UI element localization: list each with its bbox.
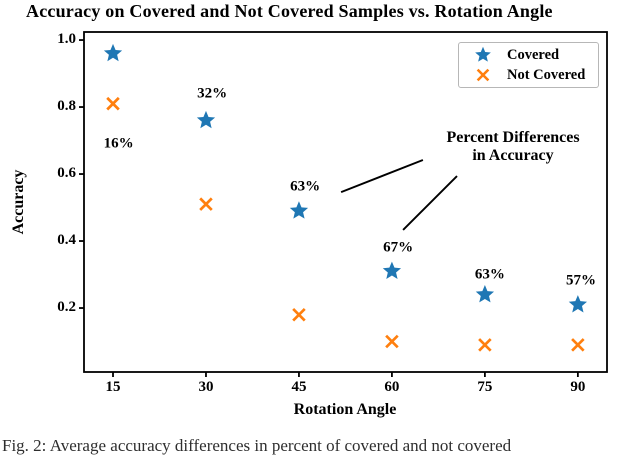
y-tick-label: 1.0	[57, 31, 76, 48]
percent-difference-label: 63%	[474, 266, 505, 283]
annotation-text: Percent Differences in Accuracy	[446, 129, 579, 165]
legend-item-covered: Covered	[459, 45, 598, 65]
y-tick-label: 0.8	[57, 98, 76, 115]
star-icon	[468, 46, 498, 64]
y-tick-label: 0.6	[57, 165, 76, 182]
percent-difference-label: 32%	[197, 85, 228, 102]
not-covered-data-point	[478, 338, 492, 352]
legend: Covered Not Covered	[458, 42, 599, 88]
covered-data-point	[475, 285, 495, 303]
x-tick-label: 60	[384, 379, 400, 395]
x-tick-label: 30	[198, 379, 214, 395]
percent-difference-label: 57%	[565, 272, 596, 289]
covered-data-point	[103, 43, 123, 62]
y-axis-label: Accuracy	[10, 169, 27, 235]
percent-difference-label: 16%	[103, 135, 134, 152]
not-covered-data-point	[106, 96, 120, 111]
y-tick-label: 0.4	[57, 232, 76, 249]
covered-data-point	[382, 261, 402, 279]
percent-difference-label: 63%	[290, 178, 321, 195]
legend-label-not-covered: Not Covered	[507, 66, 586, 83]
annotation-pointer-line	[340, 159, 424, 194]
not-covered-data-point	[199, 197, 213, 211]
not-covered-data-point	[385, 334, 399, 349]
x-axis-label: Rotation Angle	[293, 401, 397, 418]
not-covered-data-point	[571, 338, 585, 352]
chart-title: Accuracy on Covered and Not Covered Samp…	[26, 1, 553, 21]
legend-label-covered: Covered	[507, 46, 560, 63]
annotation-line-2: in Accuracy	[472, 147, 554, 164]
covered-data-point	[196, 110, 216, 129]
covered-data-point	[289, 201, 309, 219]
x-marker-icon	[468, 68, 498, 82]
annotation-pointer-line	[402, 175, 458, 231]
x-tick-label: 15	[105, 379, 121, 395]
y-tick-label: 0.2	[57, 299, 76, 316]
annotation-line-1: Percent Differences	[446, 129, 580, 147]
x-tick-label: 90	[570, 379, 586, 395]
not-covered-data-point	[292, 307, 306, 322]
x-tick-label: 45	[291, 379, 307, 395]
x-tick-label: 75	[477, 379, 493, 395]
figure-caption: Fig. 2: Average accuracy differences in …	[2, 436, 512, 455]
plot-frame	[83, 31, 608, 373]
covered-data-point	[568, 295, 587, 313]
legend-item-not-covered: Not Covered	[459, 65, 598, 85]
percent-difference-label: 67%	[383, 239, 414, 256]
